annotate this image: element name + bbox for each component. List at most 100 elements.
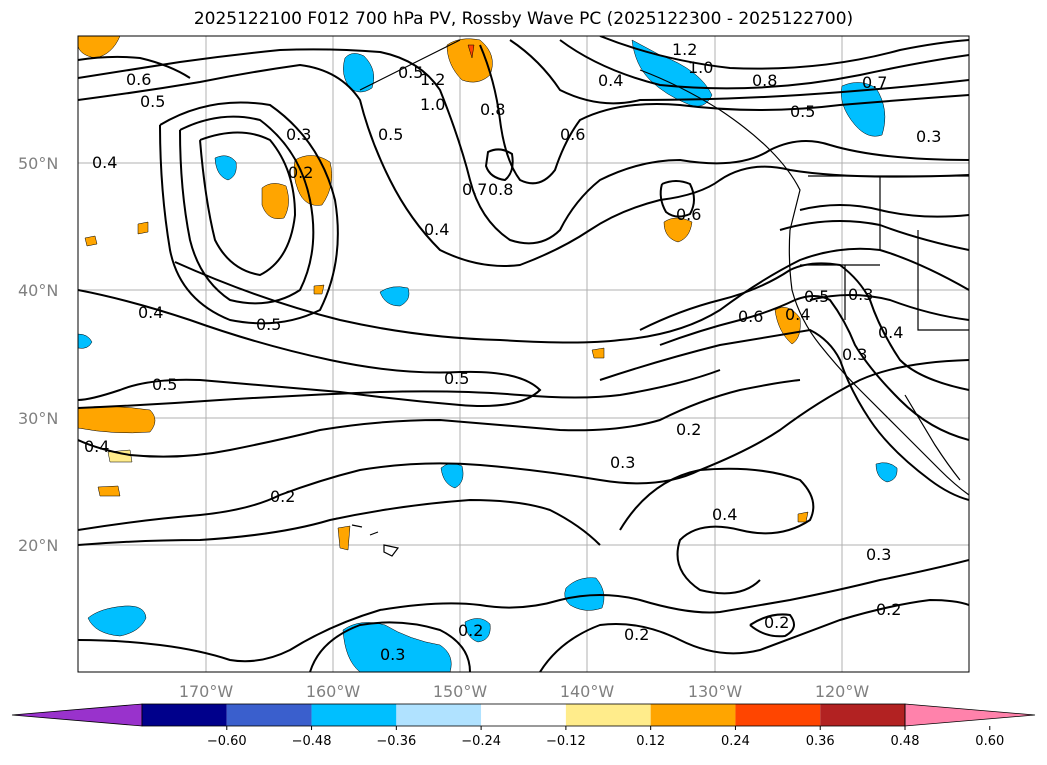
contour-mid-loop (659, 180, 695, 218)
contour-loop-08 (484, 148, 514, 182)
contour-south-loop (619, 467, 815, 595)
contour-south-4 (749, 613, 795, 638)
shade-orange-w30 (78, 406, 156, 434)
contour-west-trough (179, 115, 315, 305)
shade-blue-mid (379, 286, 410, 307)
colorbar-frame (141, 703, 906, 727)
shade-yellow-3 (337, 525, 351, 551)
colorbar-tick-label: −0.48 (292, 734, 332, 749)
border-state-2 (917, 230, 969, 331)
contour-sub-4 (78, 369, 721, 409)
clabel: 0.8 (752, 71, 777, 90)
contour-sub-1 (78, 359, 969, 531)
colorbar-tick-label: −0.12 (546, 734, 586, 749)
colorbar-segment (396, 704, 482, 726)
colorbar-segment (311, 704, 397, 726)
clabel: 0.4 (92, 153, 117, 172)
colorbar-segment (481, 704, 566, 726)
clabel: 0.2 (270, 487, 295, 506)
shade-blue-s1 (564, 577, 605, 611)
clabel: 0.2 (876, 600, 901, 619)
contour-nw-1 (78, 55, 191, 79)
clabel: 1.2 (672, 40, 697, 59)
gridlines (78, 36, 969, 672)
clabel: 0.5 (444, 369, 469, 388)
colorbar-tick-label: 0.48 (891, 734, 920, 749)
contour-west-trough-2 (199, 131, 297, 277)
contour-jet-1 (479, 44, 969, 185)
colorbar-segment (735, 704, 821, 726)
coastline-hawaii (329, 517, 400, 557)
contour-labels: 0.6 0.5 0.4 0.3 0.2 0.5 1.2 1.0 0.8 0.5 … (84, 40, 941, 664)
clabel: 0.6 (738, 307, 763, 326)
clabel: 0.8 (480, 100, 505, 119)
colorbar-tick-label: −0.36 (376, 734, 416, 749)
clabel: 0.5 (152, 375, 177, 394)
coastlines (329, 39, 969, 557)
contour-south-1 (78, 559, 969, 663)
shade-yellow-5 (137, 221, 149, 235)
clabel: 0.3 (866, 545, 891, 564)
contour-jet-2 (509, 39, 969, 105)
lat-label-20n: 20°N (18, 536, 58, 555)
clabel: 0.5 (804, 287, 829, 306)
colorbar-extend-high (904, 703, 1036, 727)
pv-contours (78, 36, 969, 672)
clabel: 0.6 (676, 205, 701, 224)
shade-yellow-8 (797, 511, 809, 523)
contour-jet-4 (599, 36, 969, 70)
colorbar-tick-label: 0.36 (806, 734, 835, 749)
contour-sub-2 (78, 379, 801, 458)
shade-orange-mid (663, 217, 693, 243)
clabel: 0.8 (488, 180, 513, 199)
clabel: 0.4 (712, 505, 737, 524)
plot-area: 0.6 0.5 0.4 0.3 0.2 0.5 1.2 1.0 0.8 0.5 … (78, 36, 969, 672)
clabel: 0.6 (126, 70, 151, 89)
colorbar-tick-label: 0.60 (975, 734, 1004, 749)
clabel: 0.7 (862, 73, 887, 92)
clabel: 0.4 (424, 220, 449, 239)
clabel: 0.3 (842, 345, 867, 364)
plot-frame (77, 35, 970, 673)
clabel: 0.2 (764, 613, 789, 632)
clabel: 0.5 (790, 102, 815, 121)
clabel: 1.0 (688, 58, 713, 77)
contour-sub-3 (78, 498, 601, 546)
clabel: 0.2 (458, 621, 483, 640)
lon-label-120w: 120°W (815, 682, 870, 701)
clabel: 0.4 (138, 303, 163, 322)
shade-yellow-1 (107, 449, 133, 463)
clabel: 1.2 (420, 70, 445, 89)
shade-orange-west (293, 155, 332, 206)
colorbar-extend-low (11, 703, 143, 727)
contour-east-3 (809, 294, 969, 321)
clabel: 1.0 (420, 95, 445, 114)
lat-label-40n: 40°N (18, 281, 58, 300)
lon-label-160w: 160°W (306, 682, 361, 701)
clabel: 0.4 (84, 437, 109, 456)
shade-yellow-6 (591, 347, 605, 359)
colorbar: −0.60 −0.48 −0.36 −0.24 −0.12 0.12 0.24 0.36 0.4… (11, 703, 1036, 749)
clabel: 0.3 (848, 285, 873, 304)
shade-orange-west2 (261, 183, 289, 219)
contour-south-2 (309, 621, 471, 672)
colorbar-tick-label: 0.24 (721, 734, 750, 749)
figure-title: 2025122100 F012 700 hPa PV, Rossby Wave … (193, 9, 854, 29)
clabel: 0.3 (610, 453, 635, 472)
clabel: 0.4 (878, 323, 903, 342)
lon-label-140w: 140°W (560, 682, 615, 701)
clabel: 0.2 (624, 625, 649, 644)
contour-jet-3 (559, 39, 969, 90)
clabel: 0.4 (598, 71, 623, 90)
contour-mid-2 (174, 247, 969, 344)
colorbar-tick-label: −0.60 (207, 734, 247, 749)
clabel: 0.7 (462, 180, 487, 199)
colorbar-tick-label: 0.12 (636, 734, 665, 749)
colorbar-segment (820, 704, 905, 726)
clabel: 0.5 (256, 315, 281, 334)
shade-blue-sw (87, 605, 147, 637)
contour-ca-2 (659, 295, 969, 441)
contour-south-3 (539, 598, 969, 672)
longitude-labels: 170°W 160°W 150°W 140°W 130°W 120°W (179, 682, 870, 701)
